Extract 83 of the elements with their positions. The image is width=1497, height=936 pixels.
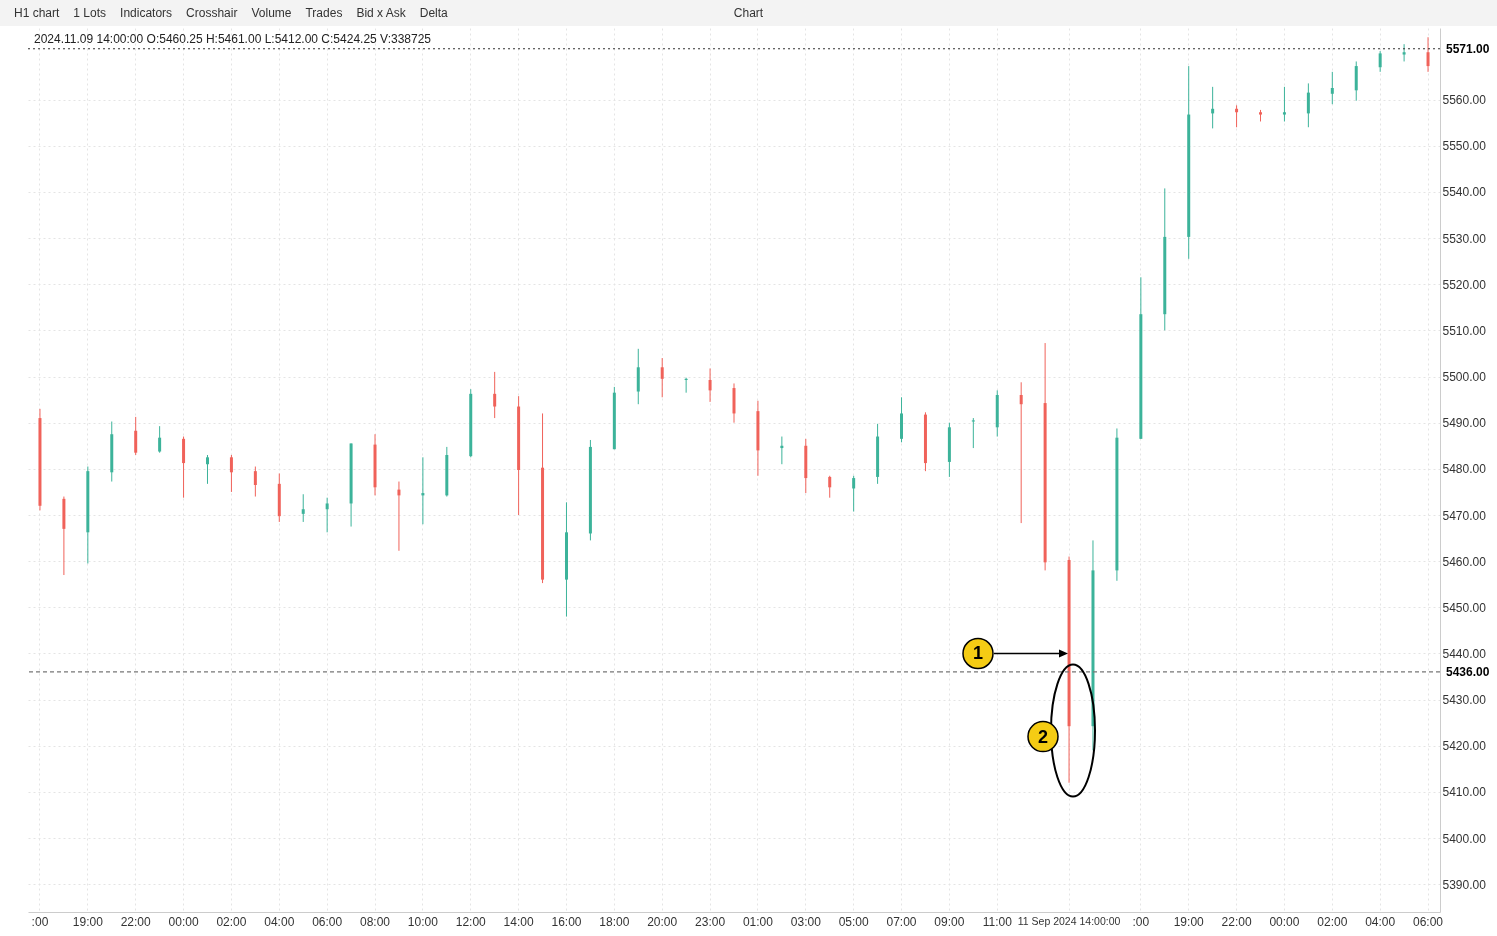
x-tick-label: 14:00 bbox=[503, 914, 534, 929]
y-tick-label: 5440.00 bbox=[1442, 646, 1487, 661]
candlestick bbox=[253, 466, 257, 498]
candlestick bbox=[1402, 43, 1406, 62]
x-tick-label: 00:00 bbox=[168, 914, 199, 929]
candlestick bbox=[1235, 104, 1239, 128]
ref-line-label: 5436.00 bbox=[1446, 664, 1490, 679]
candlestick bbox=[660, 357, 664, 398]
x-tick-label: 20:00 bbox=[647, 914, 678, 929]
candlestick bbox=[1426, 36, 1430, 73]
y-tick-label: 5490.00 bbox=[1442, 416, 1487, 431]
candlestick bbox=[1282, 86, 1286, 122]
candlestick bbox=[1330, 71, 1334, 105]
x-tick-label: 02:00 bbox=[1317, 914, 1348, 929]
y-tick-label: 5480.00 bbox=[1442, 462, 1487, 477]
y-tick-label: 5560.00 bbox=[1442, 93, 1487, 108]
candlestick bbox=[684, 377, 688, 394]
x-tick-label: 10:00 bbox=[407, 914, 439, 929]
y-tick-label: 5550.00 bbox=[1442, 139, 1487, 154]
y-tick-label: 5530.00 bbox=[1442, 231, 1487, 246]
x-tick-label: 02:00 bbox=[216, 914, 247, 929]
candlestick bbox=[1019, 381, 1023, 524]
ref-line-label: 5571.00 bbox=[1446, 41, 1490, 56]
y-tick-label: 5400.00 bbox=[1442, 831, 1487, 846]
y-tick-label: 5450.00 bbox=[1442, 600, 1487, 615]
x-tick-label: :00 bbox=[31, 914, 49, 929]
text: Bid x Ask bbox=[356, 6, 406, 20]
x-tick-label: 19:00 bbox=[1173, 914, 1205, 929]
y-tick-label: 5390.00 bbox=[1442, 877, 1487, 892]
x-tick-label: 11 Sep 2024 14:00:00 bbox=[1017, 914, 1121, 927]
x-tick-label: 07:00 bbox=[886, 914, 917, 929]
candlestick bbox=[708, 367, 712, 403]
candlestick bbox=[828, 475, 832, 499]
x-tick-label: 22:00 bbox=[1221, 914, 1252, 929]
y-tick-label: 5510.00 bbox=[1442, 323, 1487, 338]
x-tick-label: 19:00 bbox=[72, 914, 104, 929]
y-tick-label: 5420.00 bbox=[1442, 739, 1487, 754]
x-tick-label: 06:00 bbox=[312, 914, 343, 929]
candlestick bbox=[493, 371, 497, 419]
candlestick bbox=[301, 493, 305, 523]
x-tick-label: 04:00 bbox=[1365, 914, 1396, 929]
y-tick-label: 5540.00 bbox=[1442, 185, 1487, 200]
x-tick-label: 09:00 bbox=[934, 914, 965, 929]
text: Trades bbox=[305, 6, 343, 20]
y-tick-label: 5460.00 bbox=[1442, 554, 1487, 569]
text: 1 Lots bbox=[73, 6, 107, 20]
x-tick-label: 23:00 bbox=[695, 914, 726, 929]
text: H1 chart bbox=[14, 6, 60, 20]
x-tick-label: 16:00 bbox=[551, 914, 582, 929]
text: Crosshair bbox=[186, 6, 238, 20]
x-tick-label: 04:00 bbox=[264, 914, 295, 929]
chart-title: Chart bbox=[733, 6, 764, 20]
x-tick-label: 03:00 bbox=[790, 914, 822, 929]
candlestick bbox=[1306, 82, 1310, 128]
x-tick-label: 08:00 bbox=[360, 914, 391, 929]
candlestick bbox=[971, 417, 975, 449]
x-tick-label: 01:00 bbox=[742, 914, 774, 929]
text: Delta bbox=[419, 6, 448, 20]
x-tick-label: 05:00 bbox=[838, 914, 869, 929]
candlestick bbox=[205, 454, 209, 485]
annotation: 1 bbox=[972, 643, 984, 664]
y-tick-label: 5470.00 bbox=[1442, 508, 1487, 523]
y-tick-label: 5430.00 bbox=[1442, 693, 1487, 708]
text: Indicators bbox=[120, 6, 173, 20]
x-tick-label: 22:00 bbox=[120, 914, 152, 929]
chart-subtitle: 2024.11.09 14:00:00 O:5460.25 H:5461.00 L:5412.00 C:5424.25 V:338725 bbox=[34, 32, 432, 46]
candlestick bbox=[852, 475, 856, 513]
candlestick bbox=[1378, 50, 1382, 73]
candlestick bbox=[229, 454, 233, 493]
y-tick-label: 5410.00 bbox=[1442, 785, 1487, 800]
x-tick-label: 18:00 bbox=[599, 914, 630, 929]
annotation: 2 bbox=[1037, 726, 1049, 747]
x-tick-label: 11:00 bbox=[982, 914, 1013, 929]
x-tick-label: :00 bbox=[1132, 914, 1150, 929]
candlestick bbox=[134, 416, 138, 456]
x-tick-label: 00:00 bbox=[1269, 914, 1300, 929]
candlestick bbox=[158, 425, 162, 454]
candlestick bbox=[325, 497, 329, 533]
x-tick-label: 06:00 bbox=[1413, 914, 1444, 929]
y-tick-label: 5520.00 bbox=[1442, 277, 1487, 292]
x-tick-label: 12:00 bbox=[455, 914, 487, 929]
y-tick-label: 5500.00 bbox=[1442, 370, 1487, 385]
text: Volume bbox=[251, 6, 292, 20]
